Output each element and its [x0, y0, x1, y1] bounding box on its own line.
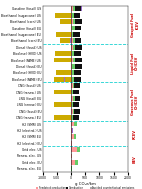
Bar	[71, 77, 72, 82]
Bar	[71, 45, 73, 50]
Bar	[73, 102, 79, 107]
Bar	[71, 128, 72, 133]
Bar	[71, 122, 74, 126]
Text: Liquid Fuel
CI-ICEV: Liquid Fuel CI-ICEV	[131, 53, 139, 74]
Bar	[74, 77, 81, 82]
Bar	[72, 77, 74, 82]
Bar	[74, 109, 80, 114]
X-axis label: g CO₂e/km: g CO₂e/km	[75, 182, 96, 186]
Bar	[75, 45, 82, 50]
Bar	[60, 38, 71, 43]
Bar	[72, 128, 73, 133]
Bar	[75, 38, 81, 43]
Bar	[71, 58, 73, 62]
Bar	[73, 38, 75, 43]
Bar	[64, 58, 65, 62]
Bar	[73, 32, 80, 37]
Bar	[54, 115, 71, 120]
Bar	[71, 115, 72, 120]
Bar	[74, 70, 81, 75]
Bar	[73, 19, 75, 24]
Bar	[71, 32, 72, 37]
Legend: Feedstock production, Fuel production, Combustion, Biogenic carbon, Avoided coun: Feedstock production, Fuel production, C…	[35, 185, 135, 189]
Bar	[73, 115, 79, 120]
Bar	[64, 77, 65, 82]
Bar	[71, 26, 72, 30]
Bar	[73, 58, 75, 62]
Bar	[71, 64, 72, 69]
Bar	[71, 83, 73, 88]
Bar	[73, 6, 75, 11]
Bar	[72, 13, 74, 18]
Bar	[73, 96, 75, 101]
Bar	[54, 77, 71, 82]
Bar	[72, 115, 73, 120]
Bar	[71, 166, 72, 171]
Bar	[55, 51, 71, 56]
Bar	[72, 51, 74, 56]
Bar	[71, 13, 72, 18]
Bar	[71, 6, 73, 11]
Bar	[71, 102, 72, 107]
Bar	[75, 64, 82, 69]
Text: FCEV: FCEV	[133, 129, 137, 139]
Bar	[71, 51, 72, 56]
Bar	[73, 90, 79, 94]
Bar	[74, 13, 80, 18]
Bar	[80, 96, 81, 101]
Bar	[75, 58, 82, 62]
Bar	[72, 102, 73, 107]
Bar	[64, 13, 65, 18]
Bar	[71, 109, 73, 114]
Bar	[54, 58, 71, 62]
Bar	[74, 83, 80, 88]
Text: Gaseous Fuel
CI-ICEV: Gaseous Fuel CI-ICEV	[131, 89, 139, 115]
Bar	[70, 38, 71, 43]
Bar	[54, 90, 71, 94]
Bar	[72, 90, 73, 94]
Bar	[75, 19, 82, 24]
Bar	[75, 6, 82, 11]
Bar	[61, 90, 62, 94]
Bar	[72, 70, 74, 75]
Bar	[71, 160, 75, 165]
Bar	[55, 13, 71, 18]
Text: BEV: BEV	[133, 155, 137, 163]
Bar	[71, 38, 73, 43]
Bar	[56, 70, 71, 75]
Bar	[73, 83, 74, 88]
Bar	[72, 26, 75, 30]
Bar	[73, 45, 75, 50]
Bar	[77, 147, 80, 152]
Bar	[72, 32, 73, 37]
Bar	[71, 19, 73, 24]
Bar	[75, 96, 80, 101]
Bar	[73, 109, 74, 114]
Bar	[74, 122, 77, 126]
Bar	[71, 90, 72, 94]
Bar	[71, 154, 72, 158]
Bar	[75, 26, 81, 30]
Bar	[71, 70, 72, 75]
Bar	[71, 134, 74, 139]
Text: Gasped Fuel
ICEV: Gasped Fuel ICEV	[131, 13, 139, 37]
Bar	[75, 160, 78, 165]
Bar	[60, 19, 71, 24]
Bar	[81, 6, 82, 11]
Bar	[71, 141, 72, 146]
Bar	[54, 102, 71, 107]
Bar	[74, 134, 76, 139]
Bar	[72, 64, 75, 69]
Bar	[71, 147, 77, 152]
Bar	[74, 51, 81, 56]
Bar	[56, 32, 71, 37]
Bar	[71, 96, 73, 101]
